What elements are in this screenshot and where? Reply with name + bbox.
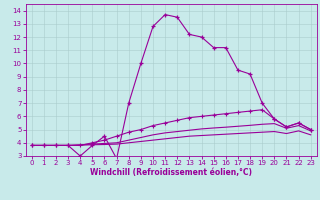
- X-axis label: Windchill (Refroidissement éolien,°C): Windchill (Refroidissement éolien,°C): [90, 168, 252, 177]
